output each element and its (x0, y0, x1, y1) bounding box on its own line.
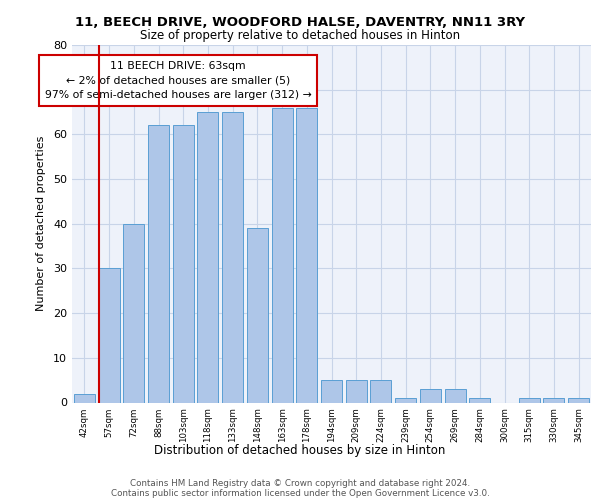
Bar (544, 398, 565, 402)
Bar (469, 398, 490, 402)
Bar (568, 398, 589, 402)
Text: 11 BEECH DRIVE: 63sqm
← 2% of detached houses are smaller (5)
97% of semi-detach: 11 BEECH DRIVE: 63sqm ← 2% of detached h… (45, 60, 311, 100)
Bar (445, 389, 466, 402)
Bar (272, 108, 293, 403)
Bar (222, 112, 243, 403)
Text: 11, BEECH DRIVE, WOODFORD HALSE, DAVENTRY, NN11 3RY: 11, BEECH DRIVE, WOODFORD HALSE, DAVENTR… (75, 16, 525, 29)
Bar (197, 112, 218, 403)
Y-axis label: Number of detached properties: Number of detached properties (36, 136, 46, 312)
Bar (395, 398, 416, 402)
Bar (519, 398, 540, 402)
Bar (296, 108, 317, 403)
Bar (173, 126, 194, 402)
Bar (247, 228, 268, 402)
Bar (420, 389, 441, 402)
Bar (74, 394, 95, 402)
Text: Size of property relative to detached houses in Hinton: Size of property relative to detached ho… (140, 28, 460, 42)
Text: Distribution of detached houses by size in Hinton: Distribution of detached houses by size … (154, 444, 446, 457)
Bar (321, 380, 342, 402)
Text: Contains public sector information licensed under the Open Government Licence v3: Contains public sector information licen… (110, 489, 490, 498)
Bar (370, 380, 391, 402)
Bar (148, 126, 169, 402)
Text: Contains HM Land Registry data © Crown copyright and database right 2024.: Contains HM Land Registry data © Crown c… (130, 478, 470, 488)
Bar (123, 224, 144, 402)
Bar (98, 268, 119, 402)
Bar (346, 380, 367, 402)
